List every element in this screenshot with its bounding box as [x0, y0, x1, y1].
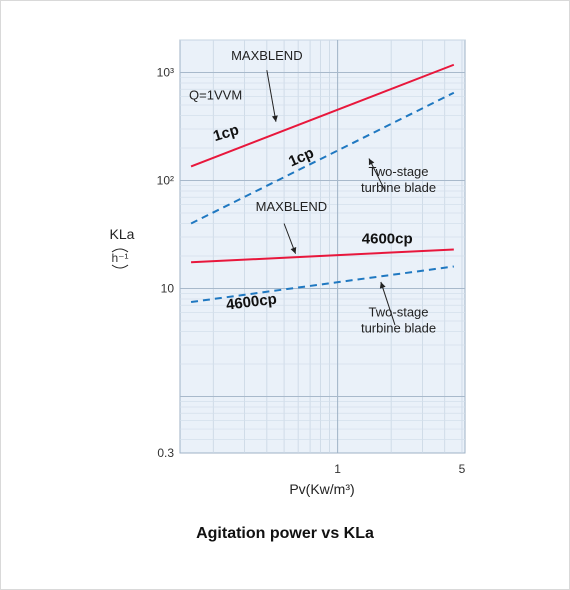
annotation-arrow-line [368, 158, 386, 192]
x-tick-label: 5 [459, 462, 466, 476]
y-tick-label: 0.3 [157, 446, 174, 460]
series-line [190, 265, 454, 304]
y-tick-label: 10² [157, 174, 174, 188]
y-axis-unit-bracket [111, 248, 129, 269]
annotation-arrowhead [379, 281, 386, 289]
y-axis-unit: h⁻¹ [111, 251, 128, 265]
annotation-label: Two-stage turbine blade [361, 305, 436, 336]
annotation-arrowhead [368, 158, 375, 166]
grid [180, 39, 465, 453]
annotation-arrows [266, 70, 396, 326]
series-line [190, 63, 455, 168]
annotation-arrowhead [290, 247, 297, 254]
y-tick-label: 10³ [157, 66, 174, 80]
annotation-arrow-line [266, 70, 277, 122]
condition-label: Q=1VVM [189, 88, 242, 103]
tick-labels: 1 5 0.3 10 10² 10³ [157, 66, 466, 476]
plot-area [179, 39, 466, 454]
series-lines [190, 63, 455, 304]
x-tick-label: 1 [334, 462, 341, 476]
series-label: 1cp [211, 121, 241, 145]
x-axis-title: Pv(Kw/m³) [289, 481, 354, 497]
annotation-label: Two-stage turbine blade [361, 164, 436, 195]
series-line [190, 91, 455, 225]
y-axis-title: KLa [110, 226, 135, 242]
series-label: 4600cp [225, 291, 278, 314]
annotation-arrow-line [380, 281, 396, 326]
annotation-label: MAXBLEND [256, 199, 328, 214]
series-label: 4600cp [362, 231, 413, 248]
series-line [191, 248, 454, 264]
y-tick-label: 10 [161, 282, 175, 296]
chart-caption: Agitation power vs KLa [196, 525, 374, 542]
annotation-arrowhead [271, 115, 278, 122]
chart-labels: Q=1VVM MAXBLEND Two-stage turbine blade MAXB… [189, 48, 436, 335]
annotation-label: MAXBLEND [231, 48, 303, 63]
